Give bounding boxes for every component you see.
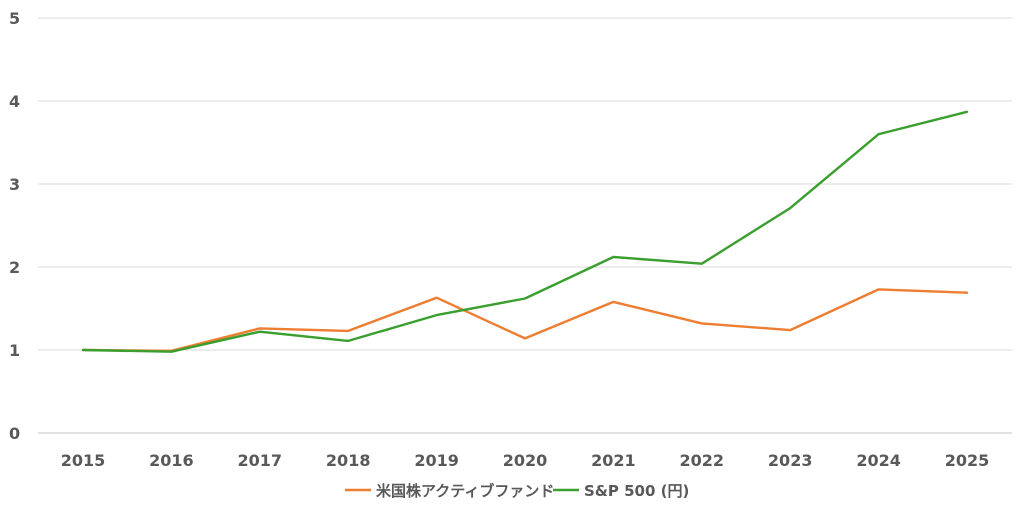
legend-label-1: S&P 500 (円) (584, 482, 689, 500)
series-line-1 (81, 110, 969, 353)
x-tick-label: 2023 (768, 451, 813, 470)
series-line-0 (81, 288, 969, 352)
x-tick-label: 2016 (149, 451, 194, 470)
y-tick-label: 1 (9, 341, 20, 360)
gridlines (38, 17, 1012, 434)
y-axis-ticks: 0 1 2 3 4 5 (9, 9, 20, 443)
x-tick-label: 2017 (238, 451, 283, 470)
x-tick-label: 2021 (591, 451, 636, 470)
y-tick-label: 0 (9, 424, 20, 443)
x-tick-label: 2025 (945, 451, 990, 470)
x-tick-label: 2019 (414, 451, 459, 470)
legend-label-0: 米国株アクティブファンド (376, 482, 554, 500)
x-tick-label: 2020 (503, 451, 548, 470)
x-axis-ticks: 2015 2016 2017 2018 2019 2020 2021 2022 2023 2024… (61, 451, 990, 470)
legend: 米国株アクティブファンド S&P 500 (円) (345, 482, 689, 500)
x-tick-label: 2024 (856, 451, 901, 470)
y-tick-label: 5 (9, 9, 20, 28)
x-tick-label: 2018 (326, 451, 371, 470)
x-tick-label: 2022 (680, 451, 725, 470)
series-lines (81, 110, 969, 353)
x-tick-label: 2015 (61, 451, 106, 470)
y-tick-label: 3 (9, 175, 20, 194)
y-tick-label: 2 (9, 258, 20, 277)
y-tick-label: 4 (9, 92, 20, 111)
